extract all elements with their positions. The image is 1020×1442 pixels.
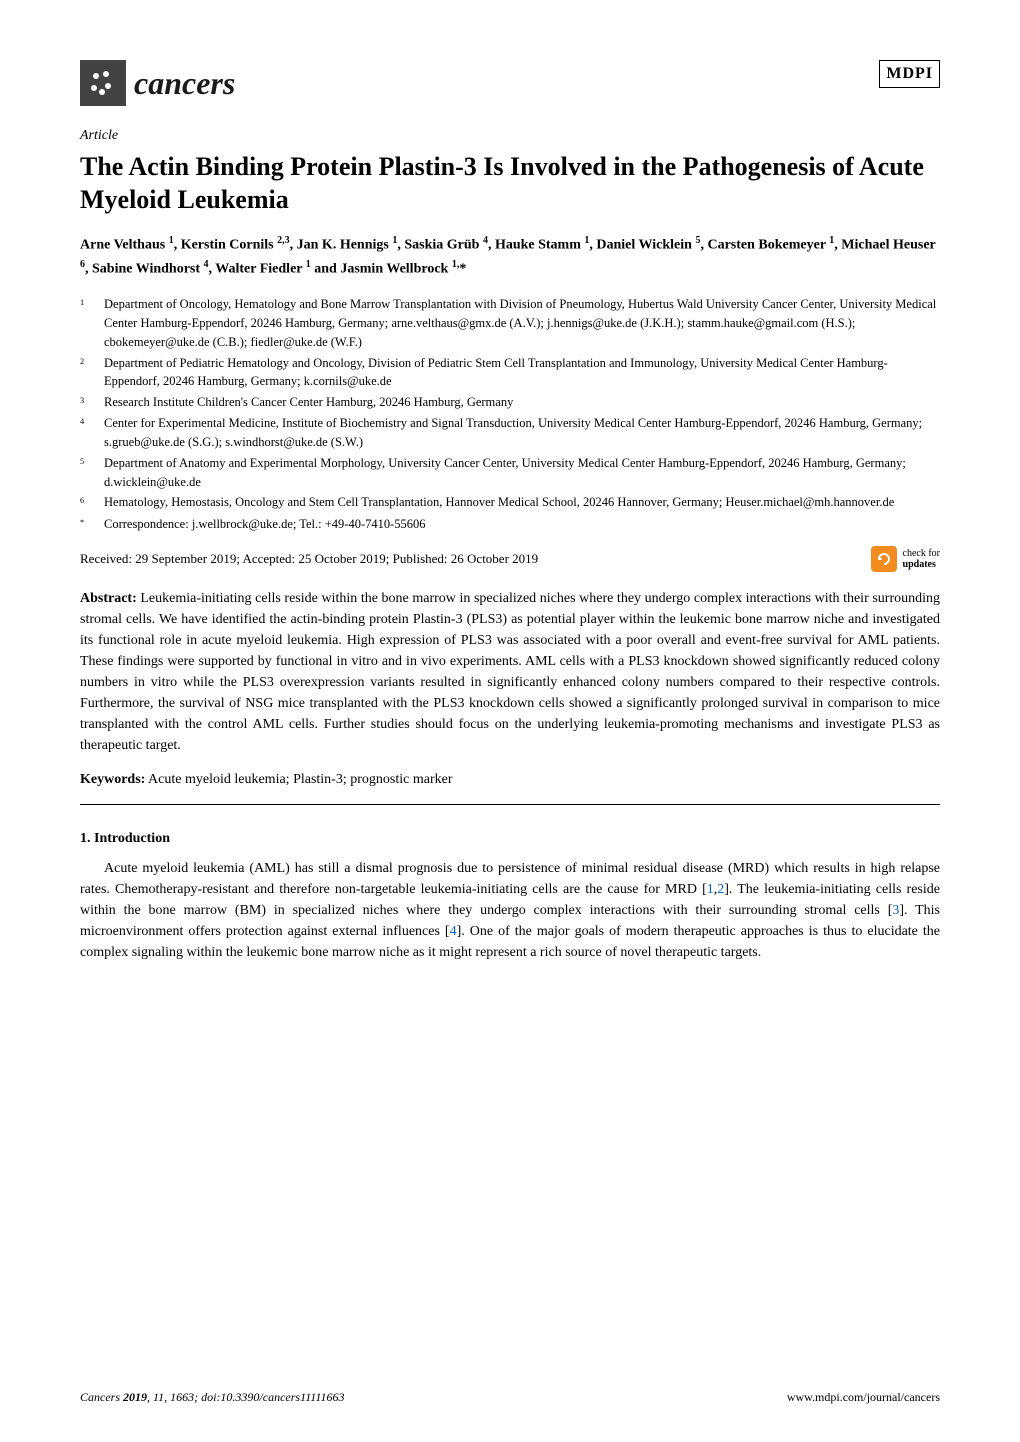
affiliation-row: 1Department of Oncology, Hematology and … <box>80 295 940 351</box>
updates-icon <box>871 546 897 572</box>
affiliation-number: 4 <box>80 414 104 452</box>
affiliation-number: 6 <box>80 493 104 512</box>
affiliation-text: Center for Experimental Medicine, Instit… <box>104 414 940 452</box>
affiliation-row: 4Center for Experimental Medicine, Insti… <box>80 414 940 452</box>
publisher-logo: MDPI <box>879 60 940 88</box>
affiliation-number: * <box>80 515 104 534</box>
check-updates-badge[interactable]: check for updates <box>871 546 940 572</box>
journal-name: cancers <box>134 61 235 106</box>
divider <box>80 804 940 805</box>
abstract-label: Abstract: <box>80 591 137 606</box>
authors-list: Arne Velthaus 1, Kerstin Cornils 2,3, Ja… <box>80 233 940 281</box>
affiliations-list: 1Department of Oncology, Hematology and … <box>80 295 940 534</box>
affiliation-row: 3Research Institute Children's Cancer Ce… <box>80 393 940 412</box>
keywords-label: Keywords: <box>80 772 145 787</box>
affiliation-row: *Correspondence: j.wellbrock@uke.de; Tel… <box>80 515 940 534</box>
keywords: Keywords: Acute myeloid leukemia; Plasti… <box>80 770 940 790</box>
affiliation-text: Department of Oncology, Hematology and B… <box>104 295 940 351</box>
affiliation-row: 6Hematology, Hemostasis, Oncology and St… <box>80 493 940 512</box>
abstract-text: Leukemia-initiating cells reside within … <box>80 591 940 753</box>
section-heading-introduction: 1. Introduction <box>80 829 940 849</box>
article-type: Article <box>80 126 940 146</box>
affiliation-row: 2Department of Pediatric Hematology and … <box>80 354 940 392</box>
publication-dates: Received: 29 September 2019; Accepted: 2… <box>80 550 538 568</box>
affiliation-number: 5 <box>80 454 104 492</box>
footer-journal-url: www.mdpi.com/journal/cancers <box>787 1389 940 1406</box>
affiliation-row: 5Department of Anatomy and Experimental … <box>80 454 940 492</box>
affiliation-text: Hematology, Hemostasis, Oncology and Ste… <box>104 493 940 512</box>
header-row: cancers MDPI <box>80 60 940 106</box>
introduction-paragraph: Acute myeloid leukemia (AML) has still a… <box>80 858 940 963</box>
page-footer: Cancers 2019, 11, 1663; doi:10.3390/canc… <box>80 1389 940 1406</box>
journal-logo: cancers <box>80 60 235 106</box>
updates-text: check for updates <box>903 548 940 570</box>
abstract: Abstract: Leukemia-initiating cells resi… <box>80 588 940 756</box>
affiliation-text: Research Institute Children's Cancer Cen… <box>104 393 940 412</box>
keywords-text: Acute myeloid leukemia; Plastin-3; progn… <box>145 772 452 787</box>
affiliation-number: 1 <box>80 295 104 351</box>
affiliation-number: 3 <box>80 393 104 412</box>
footer-citation: Cancers 2019, 11, 1663; doi:10.3390/canc… <box>80 1389 345 1406</box>
journal-icon <box>80 60 126 106</box>
affiliation-text: Correspondence: j.wellbrock@uke.de; Tel.… <box>104 515 940 534</box>
affiliation-text: Department of Pediatric Hematology and O… <box>104 354 940 392</box>
dates-row: Received: 29 September 2019; Accepted: 2… <box>80 546 940 572</box>
article-title: The Actin Binding Protein Plastin-3 Is I… <box>80 150 940 218</box>
affiliation-number: 2 <box>80 354 104 392</box>
affiliation-text: Department of Anatomy and Experimental M… <box>104 454 940 492</box>
